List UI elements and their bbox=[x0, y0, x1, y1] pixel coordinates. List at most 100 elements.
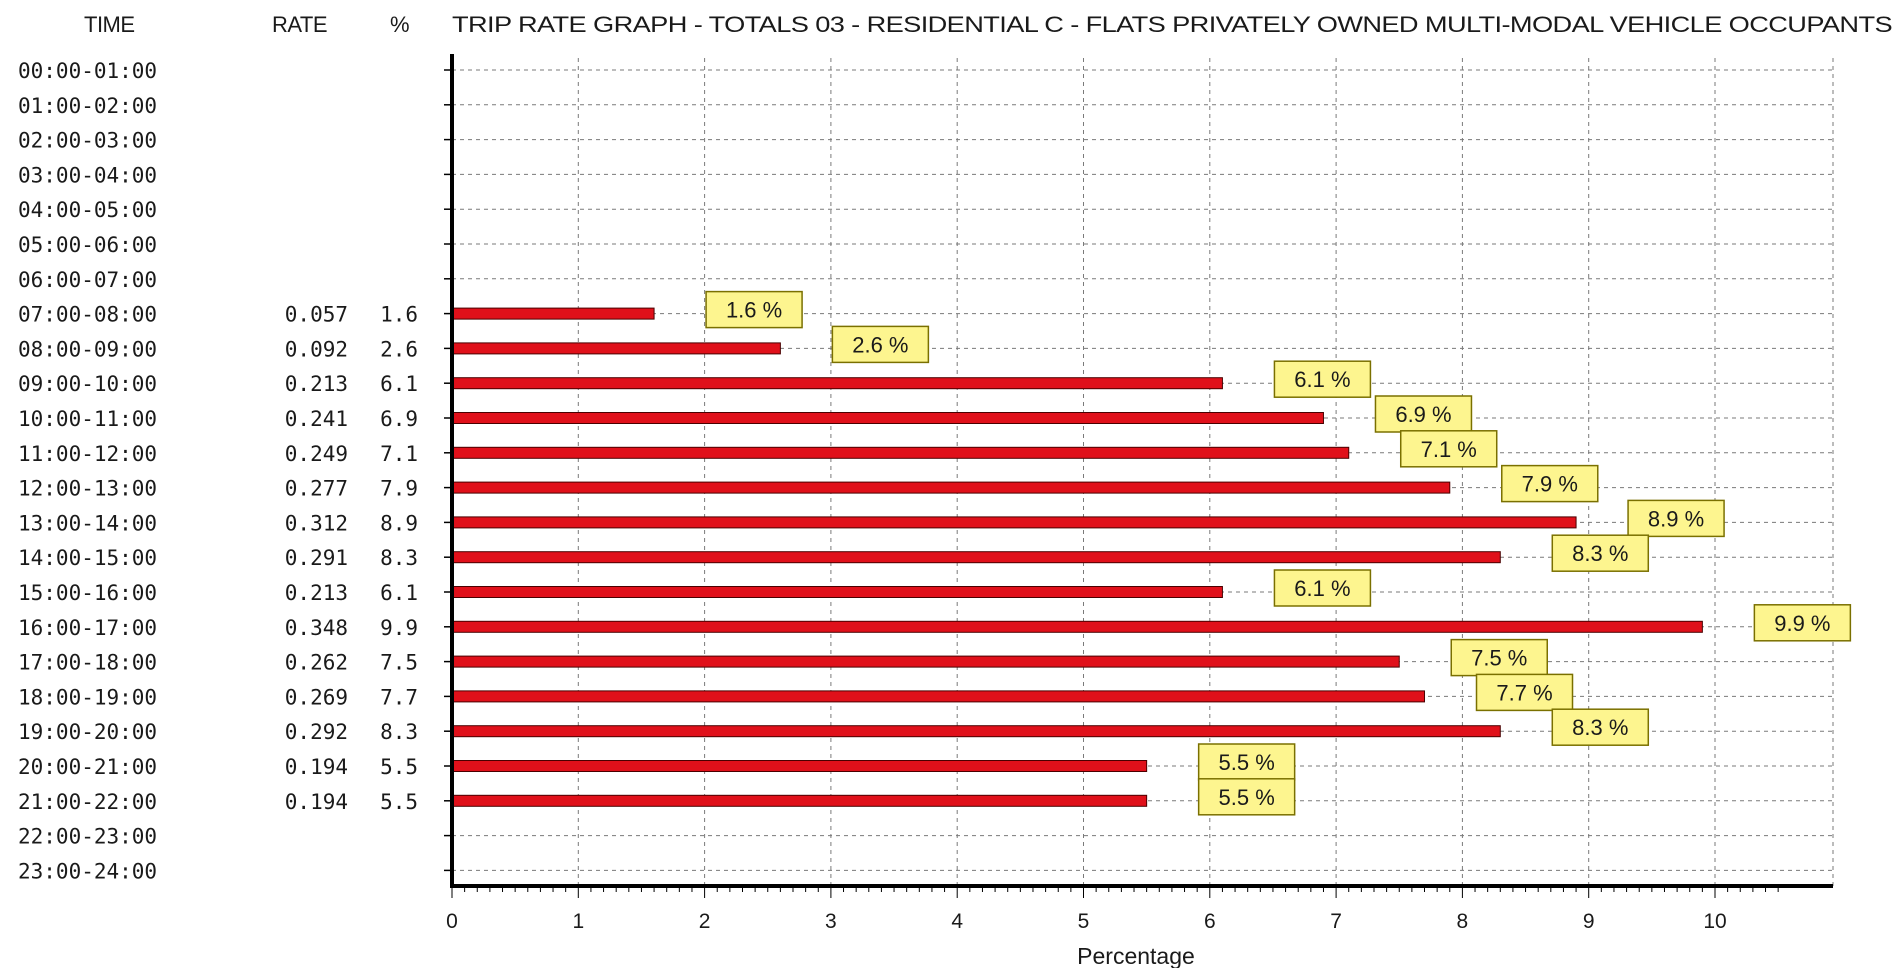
row-rate-value: 0.348 bbox=[285, 616, 348, 640]
bar-17:00-18:00 bbox=[451, 655, 1400, 668]
bar-20:00-21:00 bbox=[451, 760, 1148, 772]
data-label-box bbox=[831, 325, 930, 364]
data-label-text: 8.3 % bbox=[1572, 715, 1628, 740]
data-label-08:00-09:00: 2.6 % bbox=[831, 325, 930, 364]
bar-09:00-10:00 bbox=[451, 377, 1223, 390]
row-rate-value: 0.213 bbox=[285, 372, 348, 396]
row-percent-value: 7.1 bbox=[380, 442, 418, 466]
row-time-label: 11:00-12:00 bbox=[18, 442, 157, 466]
bar-16:00-17:00 bbox=[451, 620, 1703, 633]
row-rate-value: 0.194 bbox=[285, 755, 348, 779]
row-time-label: 13:00-14:00 bbox=[18, 511, 157, 535]
header-rate: RATE bbox=[272, 12, 327, 37]
row-percent-value: 6.1 bbox=[380, 372, 418, 396]
x-tick-label-2: 2 bbox=[699, 910, 711, 933]
data-label-21:00-22:00: 5.5 % bbox=[1197, 778, 1296, 816]
header-time: TIME bbox=[84, 12, 135, 37]
rows-layer: 00:00-01:00 01:00-02:00 02:00-03:00 03:00-0… bbox=[18, 59, 418, 883]
x-tick-label-7: 7 bbox=[1330, 910, 1342, 933]
row-rate-value: 0.092 bbox=[285, 337, 348, 361]
x-tick-label-10: 10 bbox=[1703, 910, 1726, 933]
row-percent-value: 8.3 bbox=[380, 720, 418, 744]
row-time-label: 19:00-20:00 bbox=[18, 720, 157, 744]
row-rate-value: 0.262 bbox=[285, 651, 348, 675]
row-percent-value: 8.3 bbox=[380, 546, 418, 570]
data-label-text: 7.7 % bbox=[1496, 680, 1552, 705]
row-time-label: 02:00-03:00 bbox=[18, 129, 157, 153]
chart-title: TRIP RATE GRAPH - TOTALS 03 - RESIDENTIA… bbox=[452, 12, 1892, 37]
bar-12:00-13:00 bbox=[451, 481, 1451, 494]
x-tick-label-3: 3 bbox=[825, 910, 837, 933]
row-rate-value: 0.194 bbox=[285, 790, 348, 814]
bar-21:00-22:00 bbox=[451, 794, 1148, 807]
row-time-label: 07:00-08:00 bbox=[18, 303, 157, 327]
axes-layer: 0 1 2 3 4 5 6 7 8 9 10 bbox=[444, 54, 1833, 933]
data-label-14:00-15:00: 8.3 % bbox=[1551, 534, 1650, 572]
labels-layer: 1.6 % 2.6 % 6.1 % 6.9 % 7.1 % 7.9 % 8.9 % 8.3 %… bbox=[705, 290, 1852, 816]
x-tick-label-1: 1 bbox=[572, 910, 584, 933]
row-rate-value: 0.291 bbox=[285, 546, 348, 570]
row-percent-value: 7.7 bbox=[380, 685, 418, 709]
row-time-label: 22:00-23:00 bbox=[18, 825, 157, 849]
data-label-text: 6.1 % bbox=[1294, 576, 1350, 601]
x-tick-label-4: 4 bbox=[951, 910, 963, 933]
row-rate-value: 0.292 bbox=[285, 720, 348, 744]
data-label-text: 7.5 % bbox=[1471, 646, 1527, 671]
row-percent-value: 5.5 bbox=[380, 755, 418, 779]
x-axis-label: Percentage bbox=[1077, 943, 1195, 968]
data-label-text: 7.9 % bbox=[1522, 472, 1578, 497]
data-label-box bbox=[1501, 464, 1599, 503]
bar-08:00-09:00 bbox=[451, 342, 781, 355]
data-label-text: 1.6 % bbox=[726, 298, 782, 323]
data-label-box bbox=[705, 290, 803, 329]
row-time-label: 12:00-13:00 bbox=[18, 477, 157, 501]
row-rate-value: 0.213 bbox=[285, 581, 348, 605]
row-rate-value: 0.249 bbox=[285, 442, 348, 466]
data-label-text: 6.9 % bbox=[1395, 402, 1451, 427]
row-time-label: 14:00-15:00 bbox=[18, 546, 157, 570]
row-percent-value: 6.9 bbox=[380, 407, 418, 431]
row-rate-value: 0.241 bbox=[285, 407, 348, 431]
data-label-box bbox=[1475, 673, 1574, 712]
row-percent-value: 7.5 bbox=[380, 651, 418, 675]
data-label-box bbox=[1551, 534, 1650, 572]
row-percent-value: 9.9 bbox=[380, 616, 418, 640]
bar-07:00-08:00 bbox=[451, 307, 655, 320]
data-label-box bbox=[1197, 778, 1296, 816]
row-time-label: 17:00-18:00 bbox=[18, 651, 157, 675]
data-label-box bbox=[1374, 395, 1473, 433]
row-time-label: 20:00-21:00 bbox=[18, 755, 157, 779]
row-time-label: 05:00-06:00 bbox=[18, 233, 157, 257]
row-time-label: 23:00-24:00 bbox=[18, 859, 157, 883]
x-tick-label-0: 0 bbox=[446, 910, 458, 933]
data-label-text: 6.1 % bbox=[1294, 367, 1350, 392]
row-time-label: 04:00-05:00 bbox=[18, 198, 157, 222]
row-time-label: 06:00-07:00 bbox=[18, 268, 157, 292]
data-label-17:00-18:00: 7.5 % bbox=[1450, 638, 1548, 677]
x-tick-label-9: 9 bbox=[1583, 910, 1595, 933]
data-label-box bbox=[1753, 604, 1852, 642]
row-time-label: 16:00-17:00 bbox=[18, 616, 157, 640]
data-label-box bbox=[1197, 743, 1296, 781]
bars-layer bbox=[451, 307, 1703, 807]
data-label-18:00-19:00: 7.7 % bbox=[1475, 673, 1574, 712]
data-label-text: 5.5 % bbox=[1219, 750, 1275, 775]
data-label-09:00-10:00: 6.1 % bbox=[1273, 360, 1372, 398]
data-label-text: 9.9 % bbox=[1774, 611, 1830, 636]
row-time-label: 10:00-11:00 bbox=[18, 407, 157, 431]
row-rate-value: 0.269 bbox=[285, 685, 348, 709]
row-percent-value: 2.6 bbox=[380, 337, 418, 361]
row-rate-value: 0.057 bbox=[285, 303, 348, 327]
data-label-box bbox=[1273, 569, 1372, 607]
data-label-text: 7.1 % bbox=[1421, 437, 1477, 462]
row-percent-value: 1.6 bbox=[380, 303, 418, 327]
data-label-11:00-12:00: 7.1 % bbox=[1399, 430, 1498, 468]
data-label-13:00-14:00: 8.9 % bbox=[1627, 499, 1725, 538]
bar-13:00-14:00 bbox=[451, 516, 1577, 529]
row-rate-value: 0.312 bbox=[285, 511, 348, 535]
x-tick-label-8: 8 bbox=[1457, 910, 1469, 933]
row-percent-value: 6.1 bbox=[380, 581, 418, 605]
data-label-10:00-11:00: 6.9 % bbox=[1374, 395, 1473, 433]
data-label-16:00-17:00: 9.9 % bbox=[1753, 604, 1852, 642]
